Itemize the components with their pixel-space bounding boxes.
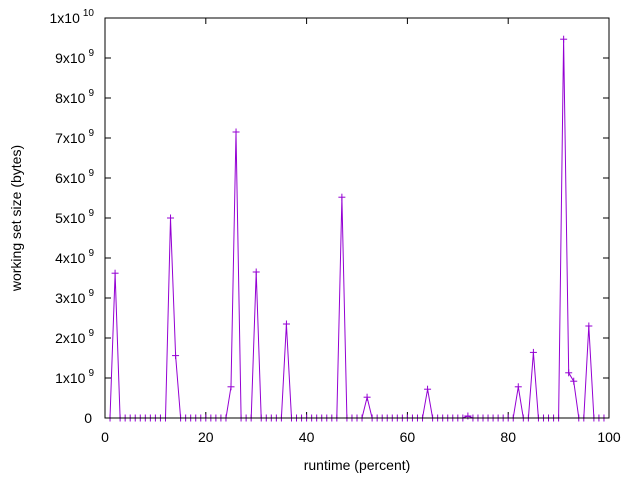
- x-axis-title: runtime (percent): [304, 457, 411, 473]
- data-point: [111, 269, 119, 277]
- plot-border: [104, 17, 610, 419]
- data-point: [282, 320, 290, 328]
- y-tick-label: 1x10 10: [50, 8, 95, 26]
- tick-labels: 0 20 40 60 80 100 0 1x10 9 2x10 9 3x10 9 4x10 9 5x10 9 6x…: [50, 8, 621, 445]
- data-point: [172, 352, 180, 360]
- data-point: [338, 193, 346, 201]
- y-axis-title: working set size (bytes): [8, 145, 24, 292]
- data-point: [570, 377, 578, 385]
- data-point: [252, 268, 260, 276]
- data-point: [363, 393, 371, 401]
- y-tick-label: 2x10 9: [55, 328, 94, 346]
- y-tick-label: 0: [84, 410, 92, 426]
- x-tick-label: 80: [500, 429, 516, 445]
- data-point: [585, 322, 593, 330]
- data-point: [167, 214, 175, 222]
- x-tick-label: 40: [299, 429, 315, 445]
- data-point: [560, 35, 568, 43]
- data-point: [424, 385, 432, 393]
- data-point: [227, 383, 235, 391]
- data-point: [529, 348, 537, 356]
- y-tick-label: 9x10 9: [55, 48, 94, 66]
- x-tick-label: 20: [198, 429, 214, 445]
- y-tick-label: 4x10 9: [55, 248, 94, 266]
- y-tick-label: 8x10 9: [55, 88, 94, 106]
- x-tick-label: 0: [101, 429, 109, 445]
- y-tick-label: 7x10 9: [55, 128, 94, 146]
- series-line: [109, 39, 604, 419]
- data-point: [565, 369, 573, 377]
- y-tick-label: 1x10 9: [55, 368, 94, 386]
- x-tick-label: 60: [400, 429, 416, 445]
- y-tick-label: 5x10 9: [55, 208, 94, 226]
- data-point: [514, 383, 522, 391]
- y-tick-label: 6x10 9: [55, 168, 94, 186]
- y-tick-label: 3x10 9: [55, 288, 94, 306]
- x-tick-label: 100: [597, 429, 621, 445]
- data-point: [232, 128, 240, 136]
